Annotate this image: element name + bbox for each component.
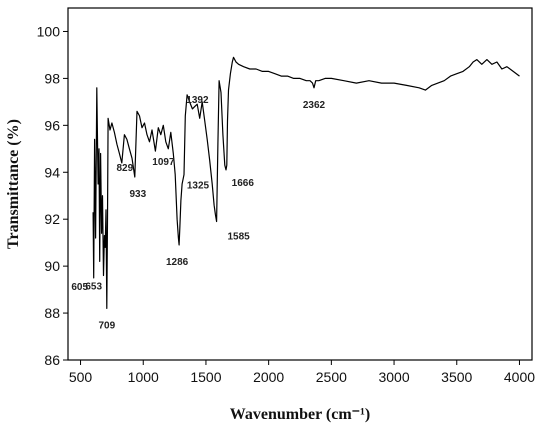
axis-tick-labels: 500 1000 1500 2000 2500 3000 3500 4000 86 88 90 92 9… — [37, 23, 536, 385]
peak-label: 605 — [71, 282, 88, 293]
peak-label: 709 — [98, 320, 115, 331]
x-tick-label: 1500 — [190, 369, 221, 385]
y-tick-label: 98 — [44, 70, 60, 86]
y-tick-label: 92 — [44, 211, 60, 227]
x-tick-label: 1000 — [128, 369, 159, 385]
x-tick-label: 500 — [69, 369, 93, 385]
axis-ticks — [63, 30, 520, 365]
y-tick-label: 86 — [44, 352, 60, 368]
y-tick-label: 96 — [44, 117, 60, 133]
spectrum-series-line — [92, 56, 520, 309]
y-tick-label: 90 — [44, 258, 60, 274]
peak-label: 1325 — [187, 181, 210, 192]
peak-label: 829 — [116, 163, 133, 174]
peak-label: 2362 — [303, 100, 326, 111]
x-axis-title: Wavenumber (cm⁻¹) — [230, 406, 370, 423]
peak-label: 1392 — [186, 95, 209, 106]
peak-label: 1097 — [152, 157, 175, 168]
x-tick-label: 2500 — [316, 369, 347, 385]
peak-label: 1286 — [166, 257, 189, 268]
x-tick-label: 3000 — [378, 369, 409, 385]
peak-label: 933 — [129, 189, 146, 200]
y-tick-label: 94 — [44, 164, 60, 180]
x-tick-label: 3500 — [441, 369, 472, 385]
peak-label: 1666 — [232, 178, 255, 189]
x-tick-label: 2000 — [253, 369, 284, 385]
y-axis-title: Transmittance (%) — [5, 119, 22, 249]
peak-label: 653 — [85, 281, 102, 292]
y-tick-label: 100 — [37, 23, 61, 39]
x-tick-label: 4000 — [504, 369, 535, 385]
plot-frame — [67, 7, 533, 361]
peak-label: 1585 — [227, 232, 250, 243]
y-tick-label: 88 — [44, 305, 60, 321]
